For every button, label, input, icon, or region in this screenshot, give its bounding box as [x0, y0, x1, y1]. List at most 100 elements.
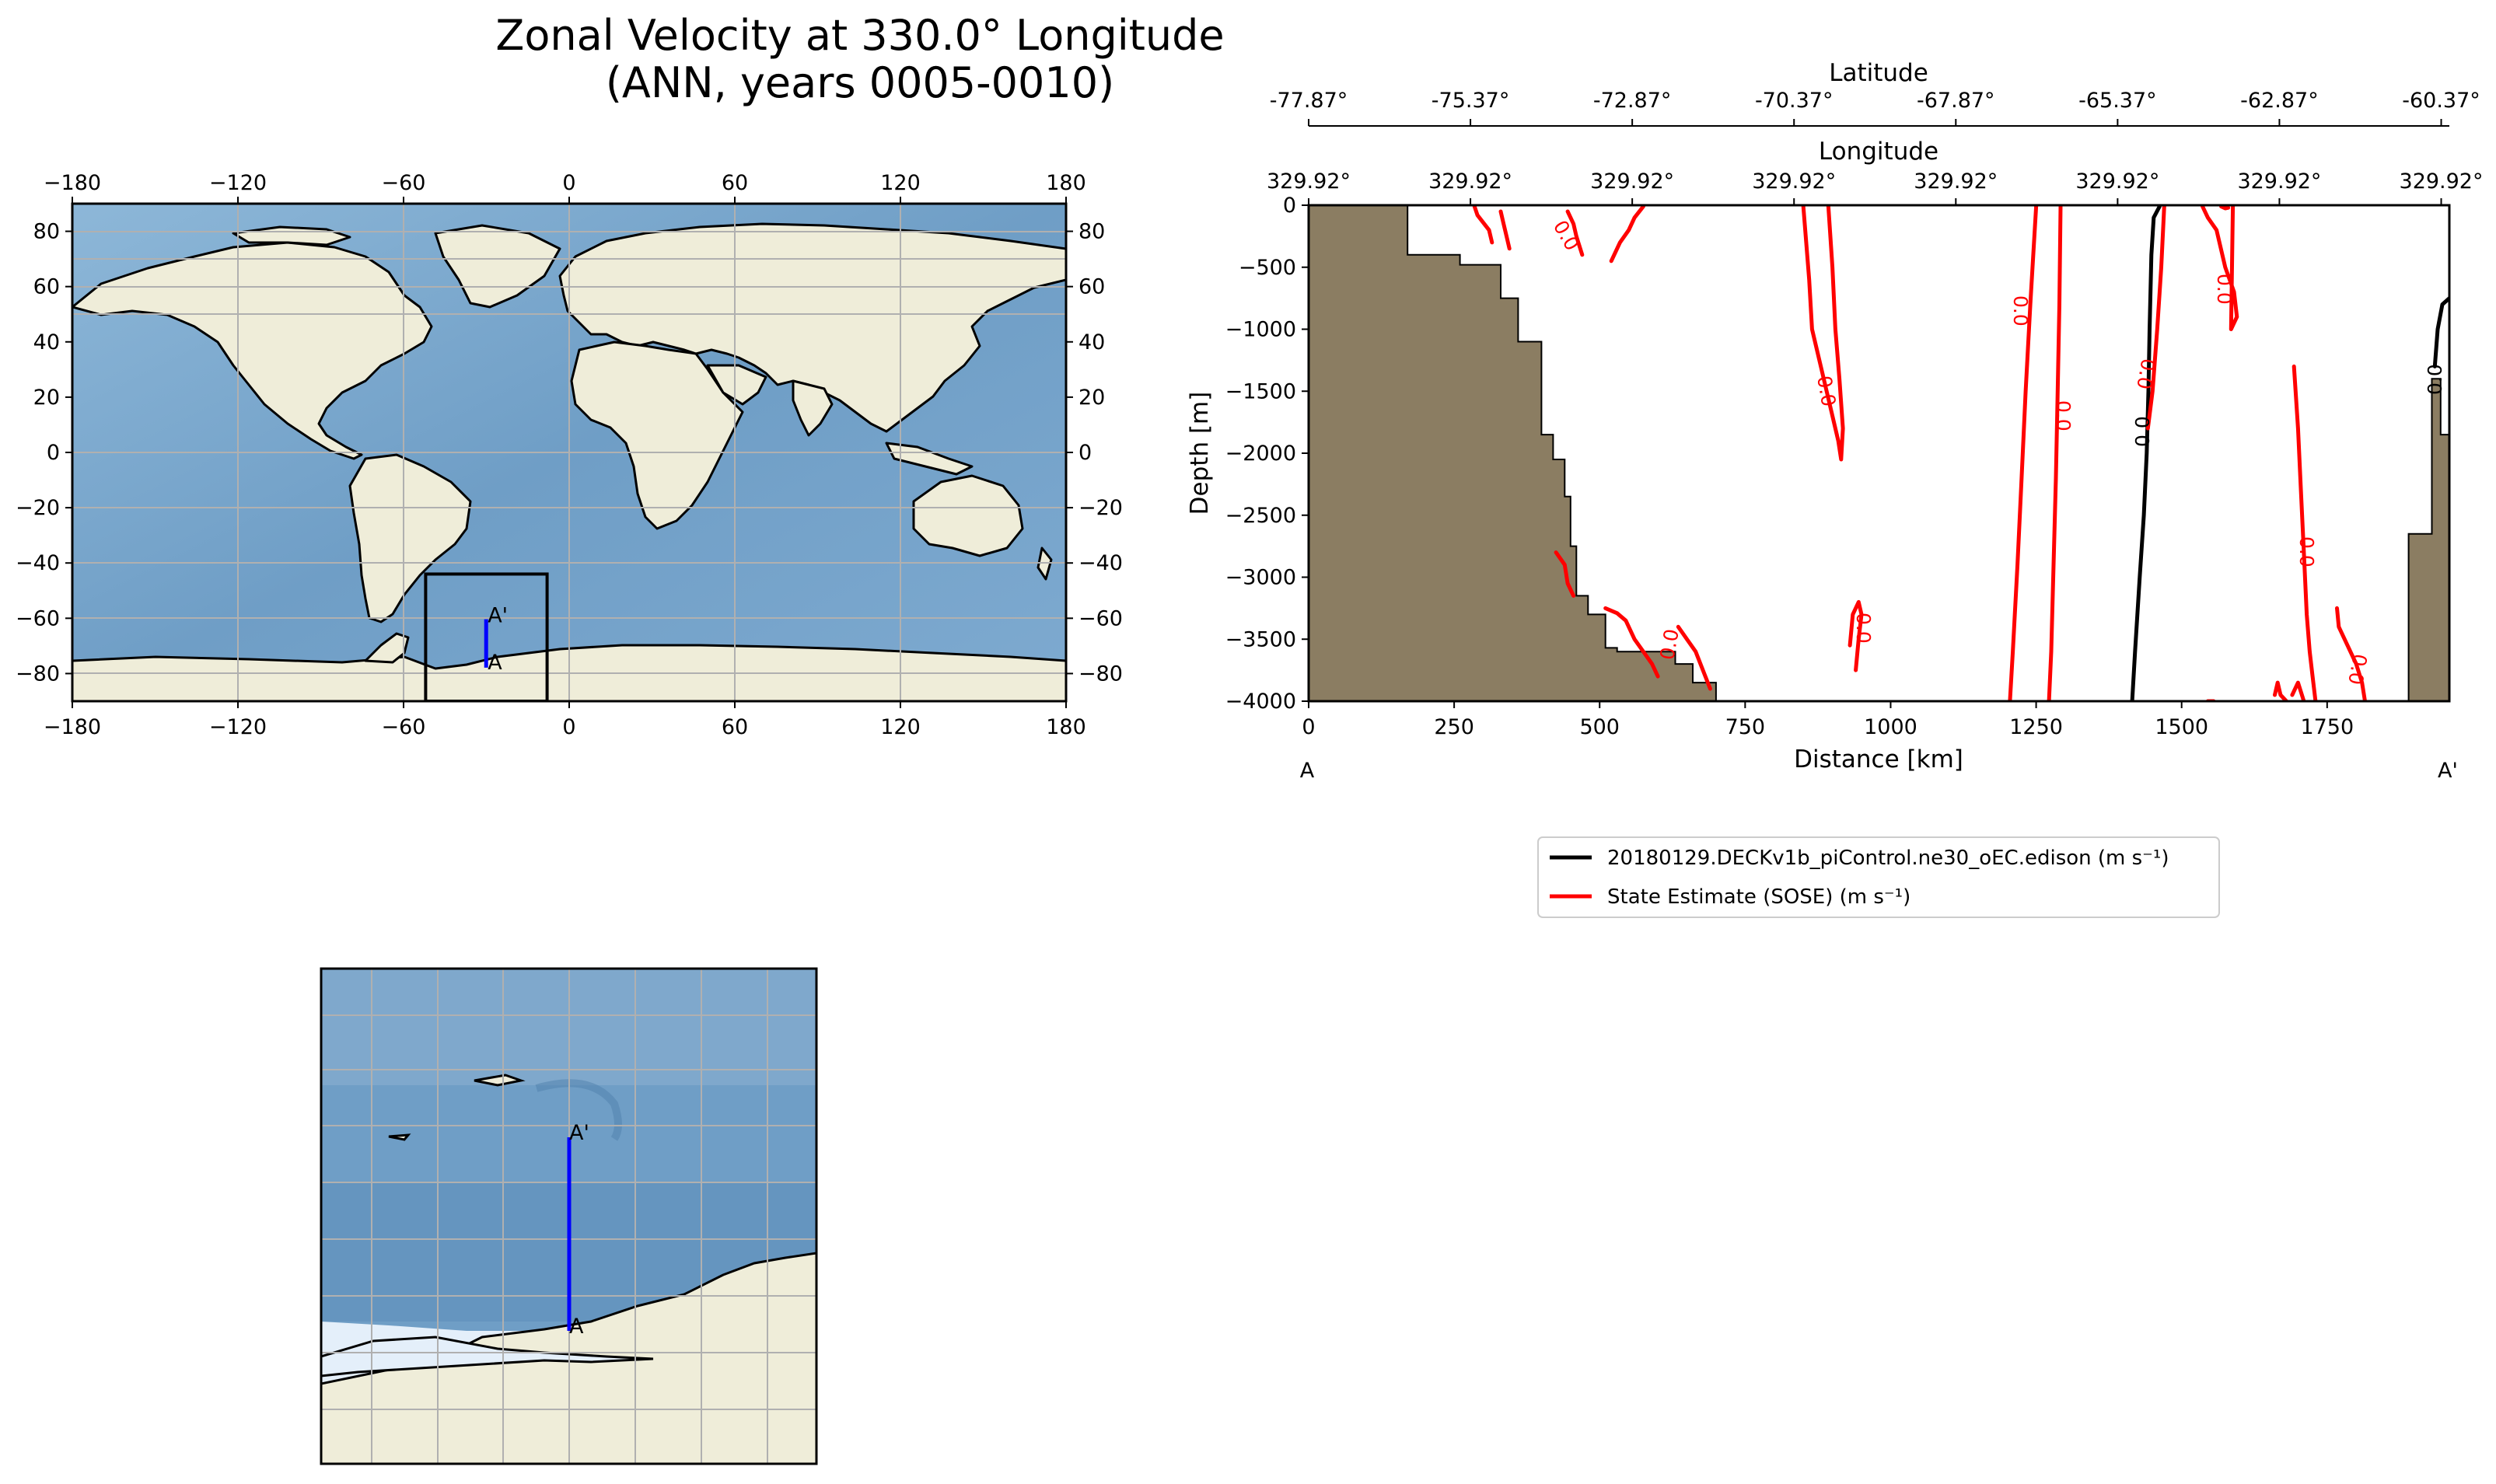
global-ytick-label-right: −60	[1078, 606, 1123, 630]
section-longitude-label: Longitude	[1819, 138, 1938, 166]
contour-label-obs-8: 0.0	[1852, 613, 1875, 644]
contour-lines	[1472, 205, 2449, 701]
legend-frame	[1537, 836, 2220, 918]
section-ytick-label: 0	[1283, 194, 1296, 218]
global-xtick-label-bottom: −120	[209, 715, 267, 739]
zoom-map-ridge	[535, 1079, 622, 1141]
obs-contour-10	[2008, 205, 2039, 701]
land-antarctic-peninsula	[364, 632, 410, 664]
section-ytick-label: −2500	[1225, 504, 1296, 528]
section-lat-tick-label: -65.37°	[2078, 89, 2157, 113]
zoom-transect-end-label: A'	[569, 1121, 589, 1145]
zoom-map-frame	[320, 967, 818, 1465]
land-se-asia-islands	[885, 442, 974, 476]
obs-contour-16	[2291, 364, 2318, 701]
section-lat-tick-label: -62.87°	[2240, 89, 2319, 113]
global-ytick-label-right: −20	[1078, 496, 1123, 520]
zoom-map-island	[474, 1074, 526, 1087]
global-xtick-label-top: 0	[562, 171, 575, 195]
section-lon-tick-label: 329.92°	[2075, 169, 2159, 194]
global-ytick-label-left: −80	[16, 662, 60, 686]
global-xtick-label-bottom: 0	[562, 715, 575, 739]
section-xtick-label: 250	[1434, 715, 1474, 739]
land-arabia	[706, 364, 767, 406]
global-ytick-label-left: 80	[33, 220, 60, 244]
land-north-america	[72, 241, 433, 460]
contour-labels: 0.0 0.0 0.0 0.0 0.0 0.0 0.0 0.0 0.0 0.0 …	[1549, 217, 2446, 687]
contour-label-obs-3: 0.0	[1813, 374, 1840, 408]
land-australia	[912, 474, 1024, 557]
obs-contour-17	[2290, 680, 2306, 701]
legend-label-obs: State Estimate (SOSE) (m s⁻¹)	[1607, 885, 1910, 909]
global-map: A' A −180 −180 −120 −120 −60 −60 0 0 60 60 120 120 1…	[16, 171, 1123, 739]
section-xtick-label: 0	[1302, 715, 1315, 739]
obs-contour-8	[1801, 205, 1845, 462]
land-india	[792, 379, 834, 437]
global-xtick-label-top: 120	[880, 171, 921, 195]
contour-label-obs-2: 0.0	[2009, 295, 2032, 326]
contour-label-obs-10: 0.0	[1655, 627, 1683, 662]
global-ytick-label-right: 60	[1078, 275, 1105, 299]
section-ytick-label: −1000	[1225, 318, 1296, 342]
transect-end-label: A'	[488, 604, 508, 628]
figure-title-line2: (ANN, years 0005-0010)	[606, 58, 1114, 107]
global-xtick-label-top: −120	[209, 171, 267, 195]
section-axes-ticks: 0 250 500 750 1000 1250 1500 1750 0 −500 −1000 −150…	[1225, 89, 2484, 739]
section-xlabel: Distance [km]	[1794, 745, 1963, 773]
section-ylabel: Depth [m]	[1186, 392, 1214, 515]
legend: 20180129.DECKv1b_piControl.ne30_oEC.edis…	[1537, 836, 2220, 918]
global-ytick-label-left: 20	[33, 386, 60, 410]
section-ytick-label: −1500	[1225, 379, 1296, 403]
global-xtick-label-bottom: −180	[44, 715, 101, 739]
obs-contour-6	[1603, 606, 1660, 679]
section-xtick-label: 1750	[2300, 715, 2354, 739]
global-xtick-label-top: −60	[382, 171, 426, 195]
global-ytick-label-left: 60	[33, 275, 60, 299]
global-ytick-label-left: −40	[16, 551, 60, 575]
section-lon-tick-label: 329.92°	[1752, 169, 1836, 194]
global-xtick-label-bottom: 180	[1046, 715, 1086, 739]
model-contour-2	[2432, 296, 2449, 368]
contour-label-model-1: 0.0	[2131, 416, 2154, 447]
section-ytick-label: −500	[1239, 256, 1296, 280]
section-xtick-label: 1500	[2155, 715, 2208, 739]
zoom-map-island-small	[388, 1133, 411, 1141]
global-ytick-label-left: 40	[33, 330, 60, 354]
contour-label-obs-4: 0.0	[2052, 400, 2075, 431]
section-lon-tick-label: 329.92°	[2237, 169, 2321, 194]
global-ytick-label-left: −60	[16, 606, 60, 630]
global-ytick-label-right: 20	[1078, 386, 1105, 410]
bathymetry-west	[1309, 205, 1717, 701]
obs-contour-9	[1848, 599, 1864, 672]
contour-label-obs-5: 0.0	[2132, 357, 2159, 391]
section-lon-tick-label: 329.92°	[1267, 169, 1351, 194]
section-lat-tick-label: -70.37°	[1755, 89, 1834, 113]
global-xtick-label-top: 60	[722, 171, 748, 195]
section-lon-tick-label: 329.92°	[1590, 169, 1674, 194]
section-lon-tick-label: 329.92°	[1428, 169, 1512, 194]
figure-title-line1: Zonal Velocity at 330.0° Longitude	[495, 11, 1224, 60]
section-ytick-label: −3500	[1225, 627, 1296, 651]
obs-contour-1	[1472, 205, 1494, 245]
section-lat-tick-label: -60.37°	[2402, 89, 2480, 113]
global-ytick-label-right: 80	[1078, 220, 1105, 244]
global-ytick-label-right: 0	[1078, 441, 1092, 465]
global-xtick-label-bottom: −60	[382, 715, 426, 739]
legend-label-model: 20180129.DECKv1b_piControl.ne30_oEC.edis…	[1607, 847, 2169, 870]
global-xtick-label-top: 180	[1046, 171, 1086, 195]
obs-contour-5	[1554, 550, 1576, 598]
global-map-gridlines	[72, 204, 1066, 701]
section-xtick-label: 750	[1725, 715, 1766, 739]
global-ytick-label-left: −20	[16, 496, 60, 520]
global-ytick-label-right: −80	[1078, 662, 1123, 686]
section-xtick-label: 500	[1579, 715, 1620, 739]
global-map-land	[72, 222, 1066, 701]
section-ytick-label: −3000	[1225, 566, 1296, 590]
section-end-label: A'	[2438, 759, 2458, 783]
obs-contour-19	[2335, 606, 2367, 701]
obs-contour-18	[2273, 680, 2288, 701]
land-africa	[570, 340, 744, 530]
contour-label-obs-7: 0.0	[2295, 536, 2318, 567]
global-xtick-label-bottom: 120	[880, 715, 921, 739]
inset-region-box	[424, 572, 549, 701]
